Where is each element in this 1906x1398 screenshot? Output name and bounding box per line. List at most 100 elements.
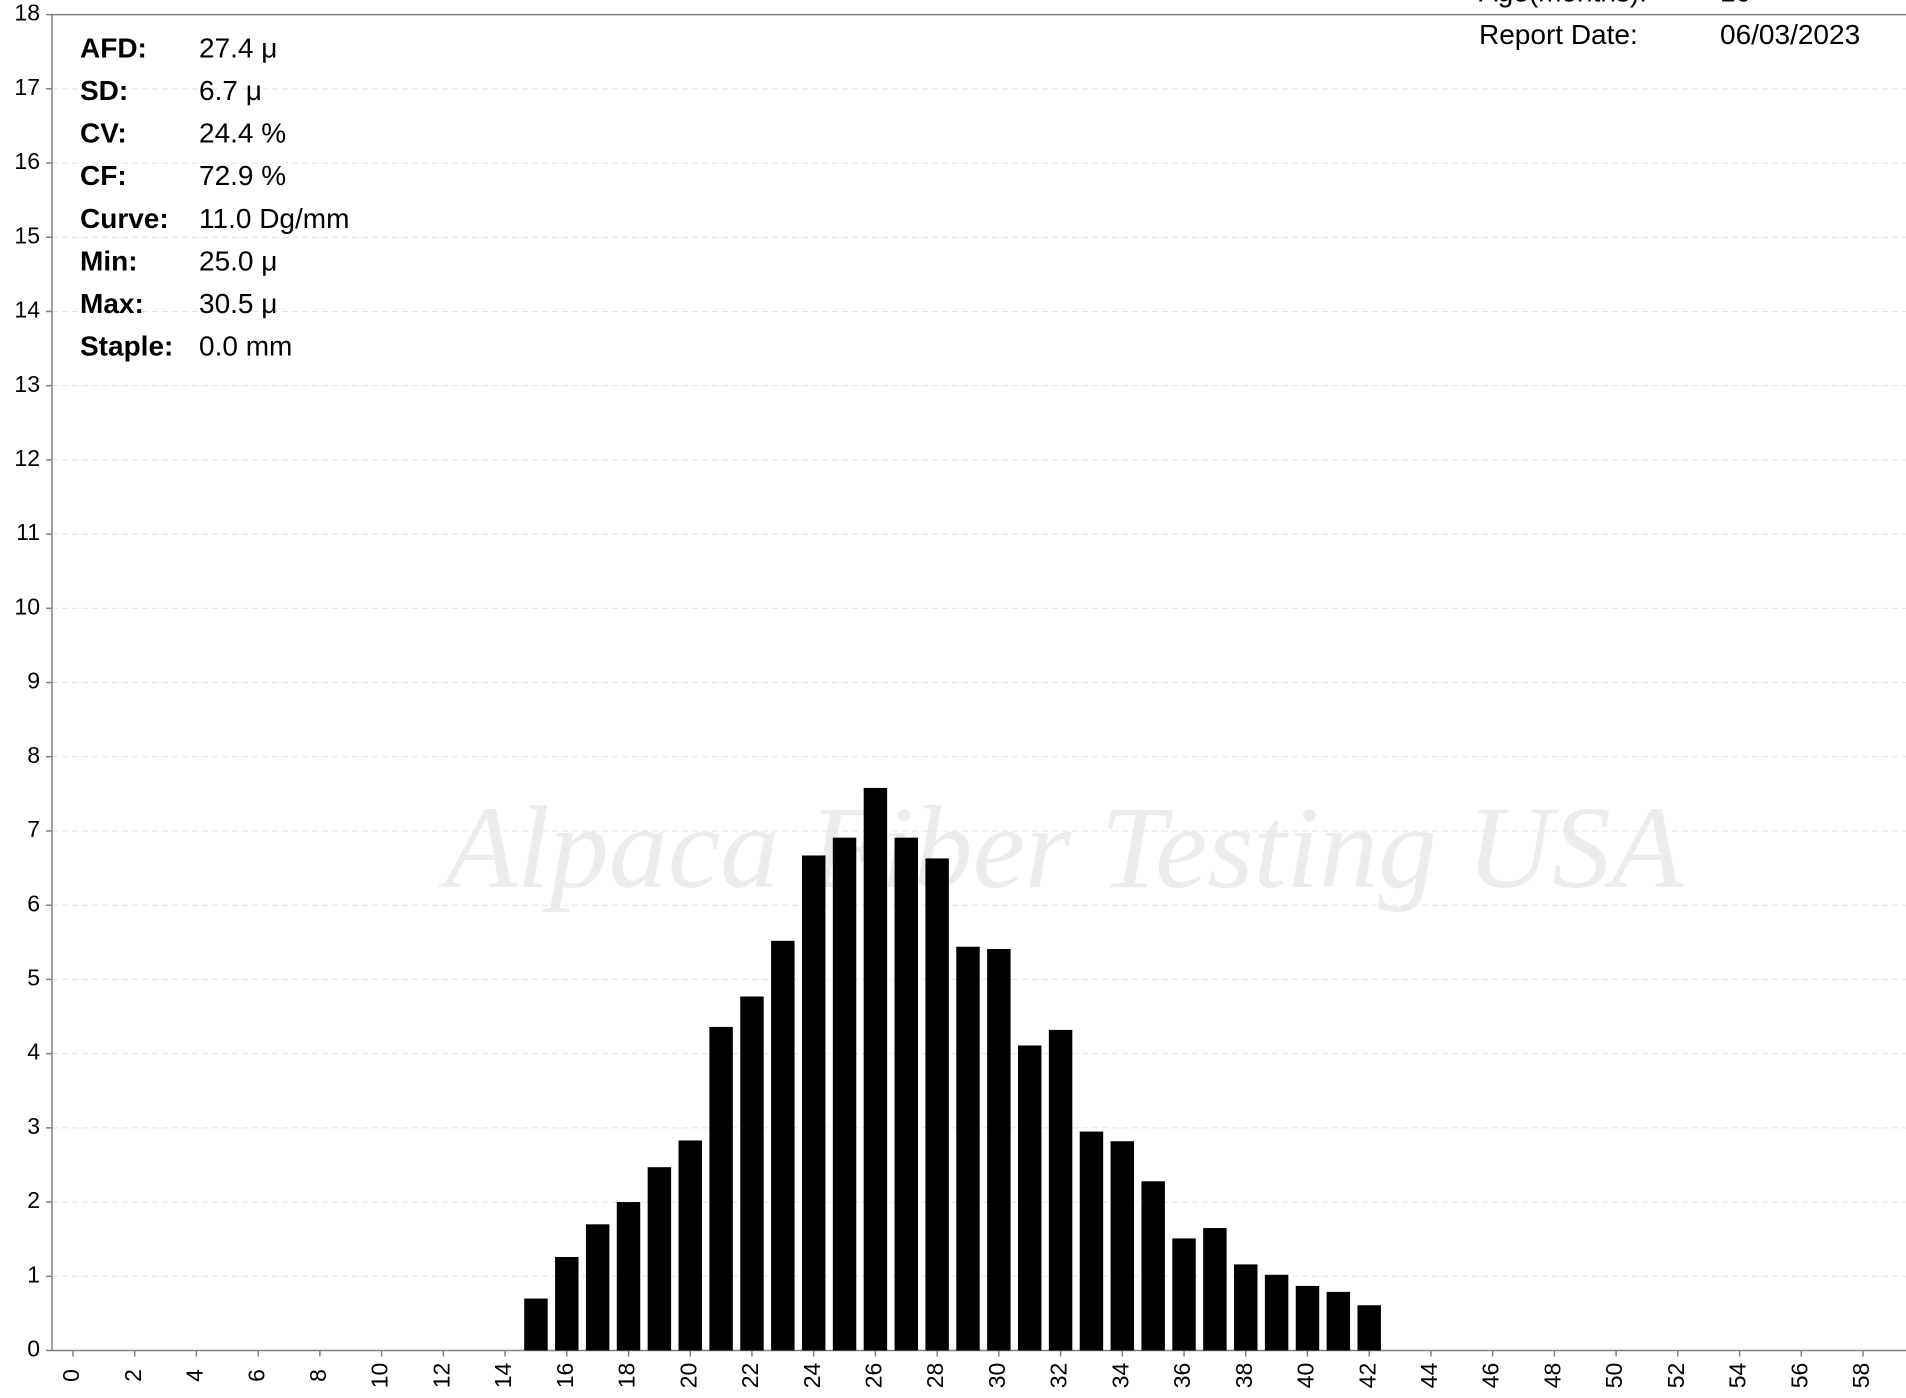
bar [956, 946, 980, 1351]
stat-label: Min: [80, 245, 138, 276]
y-tick-label: 2 [27, 1187, 40, 1213]
report-value: 06/03/2023 [1720, 19, 1860, 50]
y-tick-label: 15 [14, 222, 40, 248]
bar [524, 1298, 548, 1351]
y-tick-label: 7 [27, 816, 40, 842]
y-tick-label: 4 [27, 1039, 40, 1065]
x-tick-label: 40 [1293, 1363, 1319, 1389]
x-tick-label: 22 [737, 1363, 763, 1389]
x-tick-label: 16 [552, 1363, 578, 1389]
y-tick-label: 16 [14, 148, 40, 174]
bar [894, 837, 919, 1351]
x-tick-label: 34 [1107, 1363, 1133, 1389]
x-tick-label: 54 [1725, 1363, 1751, 1389]
bar [616, 1202, 641, 1351]
x-tick-label: 0 [58, 1369, 84, 1382]
bar [801, 855, 826, 1351]
x-tick-label: 14 [490, 1363, 516, 1389]
x-tick-label: 44 [1416, 1363, 1442, 1389]
y-tick-label: 9 [27, 668, 40, 694]
bar [1326, 1291, 1351, 1351]
bar [678, 1140, 702, 1351]
stat-label: CV: [80, 118, 127, 149]
bar [1264, 1274, 1289, 1351]
stat-value: 30.5 μ [199, 288, 277, 319]
x-tick-label: 10 [367, 1363, 393, 1389]
x-tick-label: 50 [1601, 1363, 1627, 1389]
bar [1141, 1181, 1165, 1351]
x-tick-label: 46 [1478, 1363, 1504, 1389]
bar [1357, 1305, 1381, 1351]
bar [863, 787, 888, 1351]
bar [1203, 1228, 1227, 1351]
bar [1234, 1264, 1258, 1351]
stat-value: 24.4 % [199, 118, 286, 149]
bar [555, 1256, 579, 1351]
stat-label: SD: [80, 75, 128, 106]
bar [647, 1167, 672, 1351]
y-tick-label: 18 [14, 0, 40, 26]
x-tick-label: 6 [243, 1369, 269, 1382]
stat-label: AFD: [80, 32, 147, 63]
bar [771, 940, 795, 1351]
stat-value: 27.4 μ [199, 32, 277, 63]
y-tick-label: 1 [27, 1261, 40, 1287]
x-tick-label: 24 [799, 1363, 825, 1389]
stat-value: 11.0 Dg/mm [199, 203, 349, 234]
x-tick-label: 58 [1848, 1363, 1874, 1389]
bar [987, 948, 1011, 1351]
stat-label: CF: [80, 160, 127, 191]
bar [1172, 1238, 1196, 1351]
bar [709, 1026, 733, 1351]
report-value: 10 [1720, 0, 1751, 7]
x-tick-label: 36 [1169, 1363, 1195, 1389]
bar [1017, 1045, 1042, 1351]
x-tick-label: 26 [860, 1363, 886, 1389]
bar [832, 837, 857, 1351]
bar [1110, 1141, 1135, 1351]
bar [925, 858, 949, 1351]
y-tick-label: 5 [27, 964, 40, 990]
x-tick-label: 12 [428, 1363, 454, 1389]
bar [1048, 1029, 1073, 1351]
y-tick-label: 6 [27, 890, 40, 916]
stat-value: 72.9 % [199, 160, 286, 191]
x-tick-label: 38 [1231, 1363, 1257, 1389]
x-tick-label: 56 [1786, 1363, 1812, 1389]
y-tick-label: 0 [27, 1336, 40, 1362]
x-tick-label: 20 [675, 1363, 701, 1389]
x-tick-label: 4 [182, 1369, 208, 1382]
stat-value: 6.7 μ [199, 75, 262, 106]
x-tick-label: 30 [984, 1363, 1010, 1389]
bar [585, 1224, 610, 1351]
stat-label: Max: [80, 288, 144, 319]
stat-value: 0.0 mm [199, 331, 292, 362]
stat-value: 25.0 μ [199, 245, 277, 276]
x-tick-label: 52 [1663, 1363, 1689, 1389]
x-tick-label: 8 [305, 1369, 331, 1382]
report-label: Report Date: [1479, 19, 1638, 50]
y-tick-label: 11 [16, 519, 40, 545]
y-tick-label: 14 [14, 297, 40, 323]
x-tick-label: 18 [614, 1363, 640, 1389]
x-tick-label: 42 [1354, 1363, 1380, 1389]
y-tick-label: 17 [14, 74, 40, 100]
x-tick-label: 28 [922, 1363, 948, 1389]
watermark: Alpaca Fiber Testing USA [438, 782, 1684, 913]
report-label: Age(months): [1479, 0, 1647, 7]
x-tick-label: 32 [1046, 1363, 1072, 1389]
bar [1295, 1285, 1320, 1351]
x-tick-label: 48 [1539, 1363, 1565, 1389]
stat-label: Staple: [80, 331, 173, 362]
bar [740, 996, 764, 1351]
y-tick-label: 3 [27, 1113, 40, 1139]
y-tick-label: 13 [14, 371, 40, 397]
bar [1079, 1131, 1104, 1351]
y-tick-label: 10 [14, 593, 40, 619]
y-tick-label: 12 [14, 445, 40, 471]
x-tick-label: 2 [120, 1369, 146, 1382]
y-tick-label: 8 [27, 742, 40, 768]
stat-label: Curve: [80, 203, 169, 234]
